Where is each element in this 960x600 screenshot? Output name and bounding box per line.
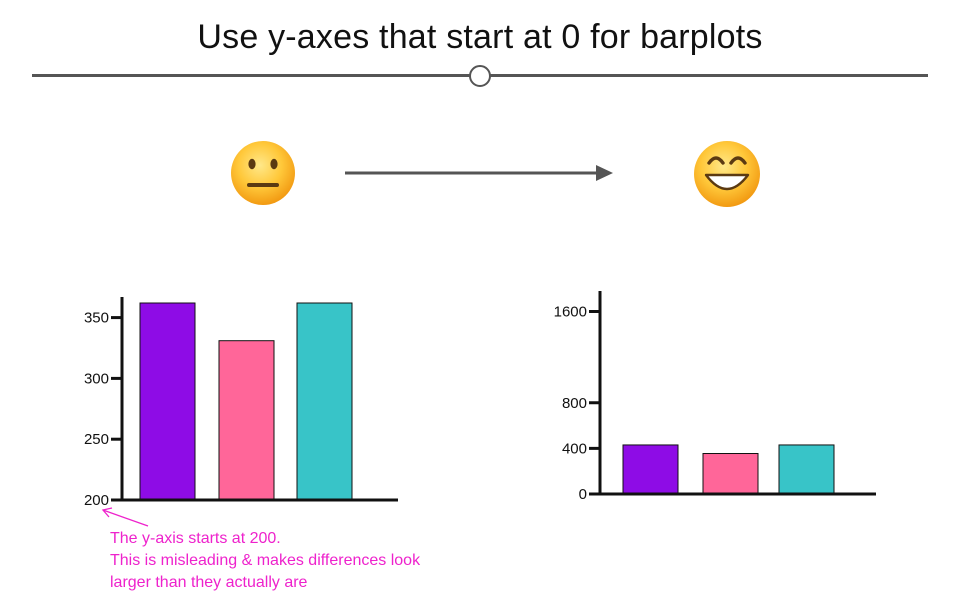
- annotation-note: The y-axis starts at 200. This is mislea…: [110, 528, 470, 594]
- bar: [218, 340, 275, 501]
- y-tick-label: 350: [84, 310, 109, 327]
- y-tick-label: 0: [579, 486, 587, 503]
- annotation-pointer: [101, 507, 149, 527]
- bar: [778, 444, 835, 495]
- page-title: Use y-axes that start at 0 for barplots: [197, 18, 763, 56]
- y-tick-label: 1600: [554, 304, 587, 321]
- annotation-line: The y-axis starts at 200.: [110, 530, 281, 547]
- bar: [139, 302, 196, 501]
- grinning-face-icon: [694, 141, 760, 207]
- bar: [622, 444, 679, 495]
- y-tick-label: 800: [562, 395, 587, 412]
- annotation-line: larger than they actually are: [110, 574, 308, 591]
- truncated-axis-bar-chart: 200 250 300 350: [84, 297, 398, 509]
- neutral-face-icon: [231, 141, 295, 205]
- y-tick-label: 300: [84, 370, 109, 387]
- bar: [296, 302, 353, 501]
- bar: [702, 453, 759, 495]
- right-arrow-icon: [345, 165, 613, 181]
- y-tick-label: 400: [562, 440, 587, 457]
- y-tick-label: 200: [84, 492, 109, 509]
- divider-knob: [469, 65, 491, 87]
- y-tick-label: 250: [84, 431, 109, 448]
- zero-based-bar-chart: 0 400 800 1600: [554, 291, 876, 503]
- annotation-line: This is misleading & makes differences l…: [110, 552, 421, 569]
